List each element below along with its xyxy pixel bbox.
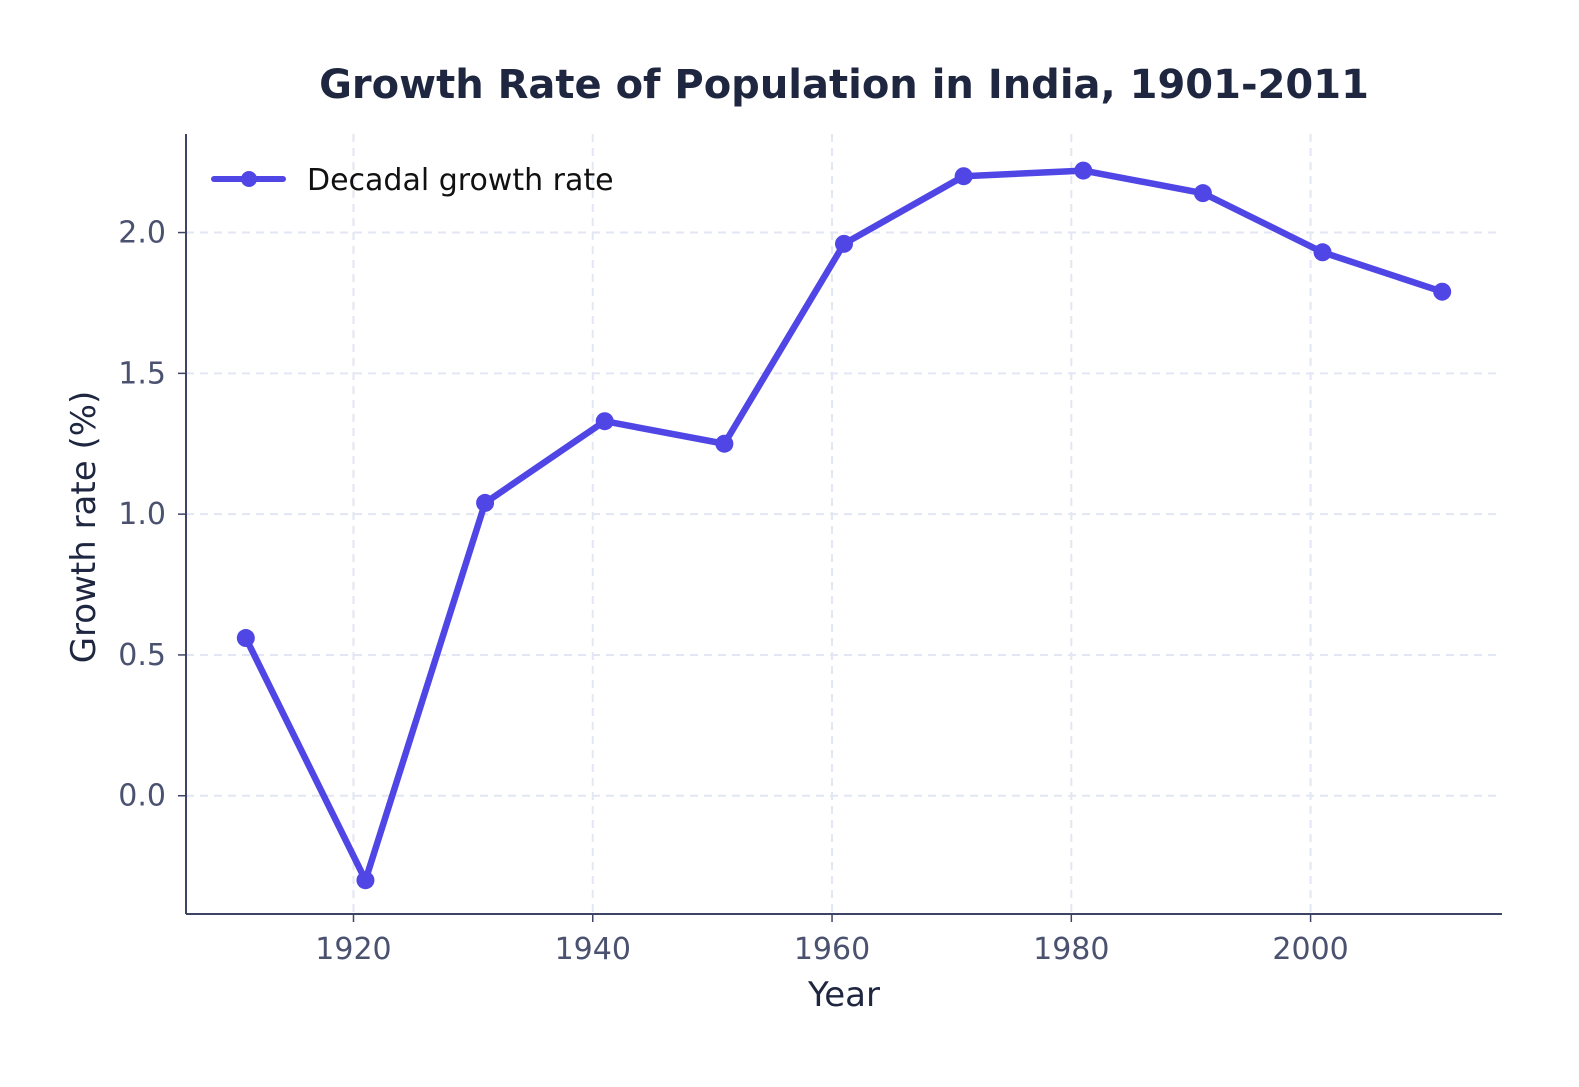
data-point xyxy=(356,871,375,890)
y-tick-label: 0.0 xyxy=(118,779,166,814)
y-axis-label: Growth rate (%) xyxy=(64,391,104,664)
legend-label: Decadal growth rate xyxy=(307,163,614,198)
chart-title: Growth Rate of Population in India, 1901… xyxy=(319,62,1369,108)
y-tick-label: 1.0 xyxy=(118,497,166,532)
legend: Decadal growth rate xyxy=(211,163,614,198)
data-point xyxy=(236,629,255,648)
data-point xyxy=(1313,243,1332,262)
x-axis-label: Year xyxy=(807,975,880,1015)
data-point xyxy=(476,493,495,512)
y-tick-label: 1.5 xyxy=(118,356,166,391)
data-point xyxy=(1074,161,1093,180)
data-point xyxy=(595,412,614,431)
series-layer xyxy=(236,161,1452,890)
data-point xyxy=(715,434,734,453)
x-tick-label: 1960 xyxy=(794,932,870,967)
legend-marker xyxy=(241,171,257,187)
axes xyxy=(185,134,1502,915)
data-point xyxy=(835,234,853,253)
x-axis-ticks: 1920 1940 1960 1980 2000 xyxy=(315,914,1349,967)
x-tick-label: 1980 xyxy=(1033,932,1109,967)
x-tick-label: 1920 xyxy=(315,932,391,967)
series-line-decadal-growth-rate xyxy=(242,167,1446,884)
data-point xyxy=(1193,184,1212,203)
data-point xyxy=(1433,282,1452,301)
data-point xyxy=(954,167,973,186)
y-tick-label: 2.0 xyxy=(118,216,166,251)
y-axis-ticks: 0.0 0.5 1.0 1.5 2.0 xyxy=(118,216,186,814)
y-tick-label: 0.5 xyxy=(118,638,166,673)
x-tick-label: 1940 xyxy=(555,932,631,967)
x-tick-label: 2000 xyxy=(1272,932,1348,967)
